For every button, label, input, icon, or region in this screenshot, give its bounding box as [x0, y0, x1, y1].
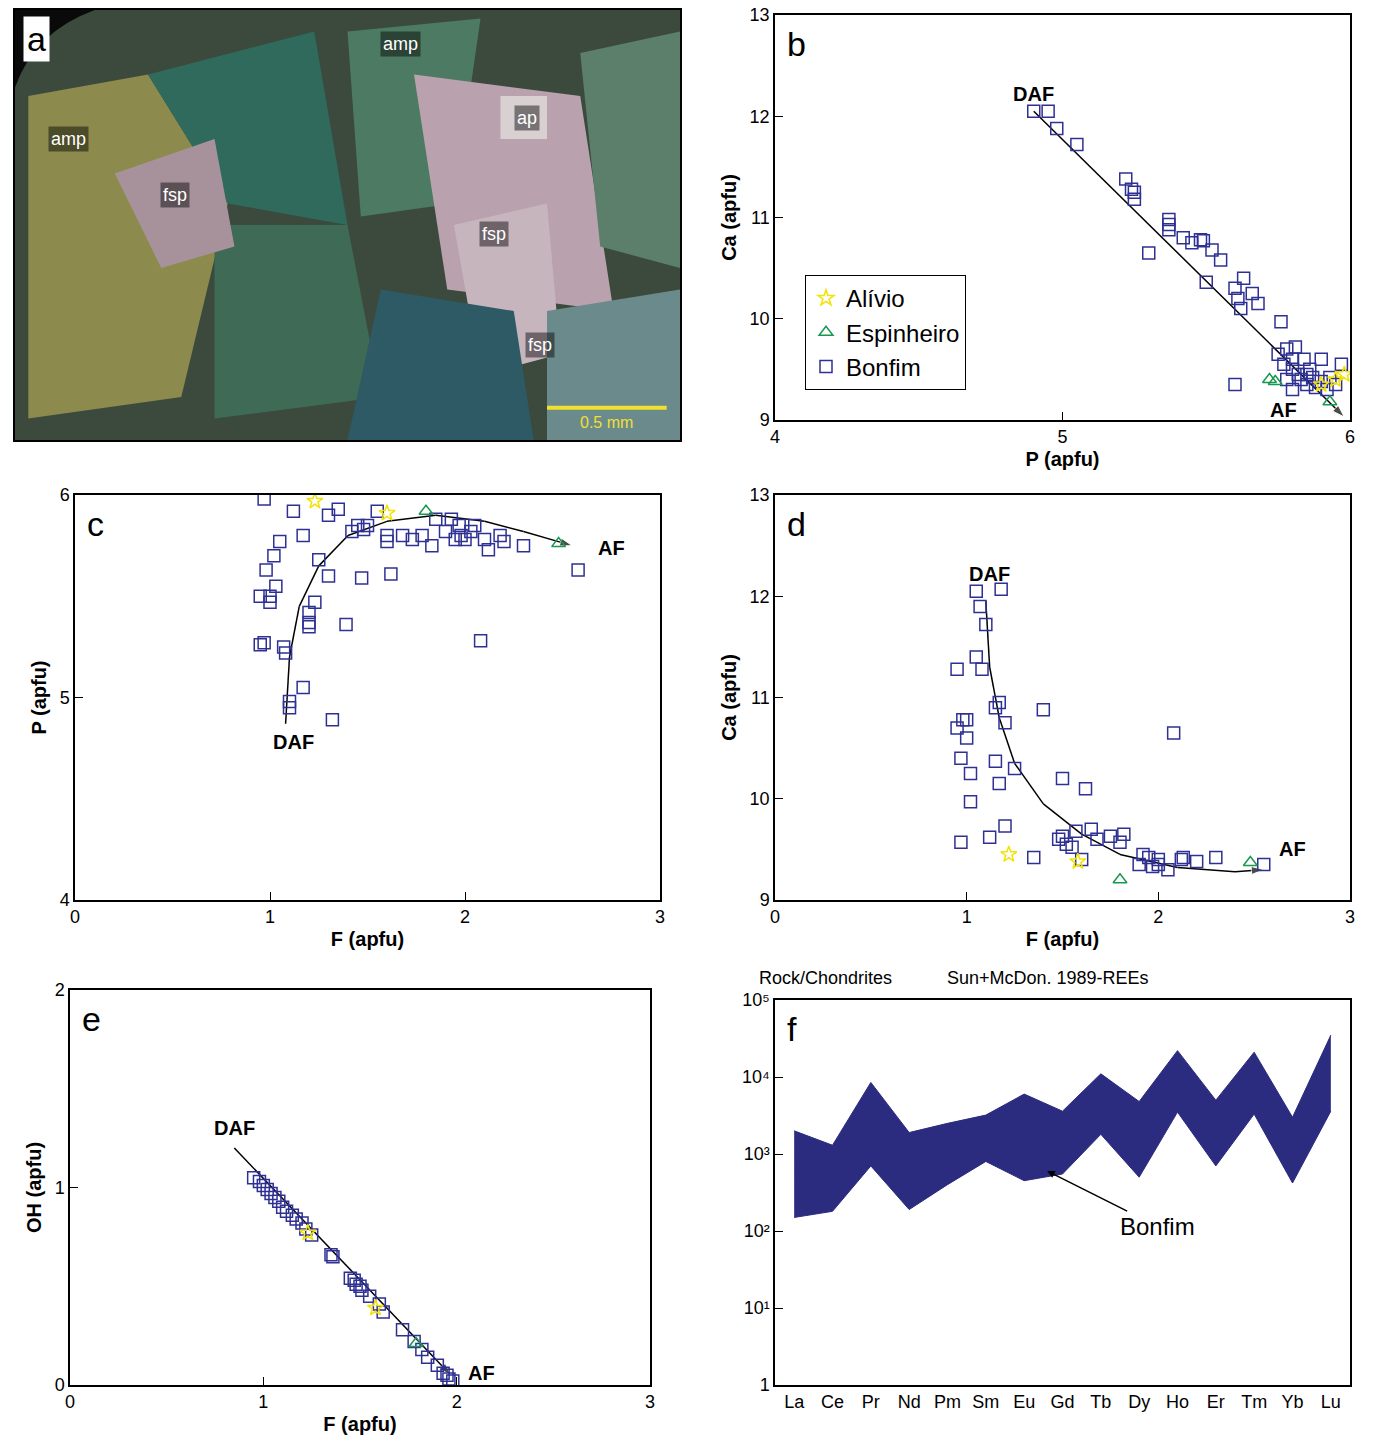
svg-text:Yb: Yb — [1281, 1392, 1303, 1412]
svg-text:fsp: fsp — [163, 185, 187, 205]
svg-text:F (apfu): F (apfu) — [331, 928, 404, 950]
svg-text:4: 4 — [60, 890, 70, 910]
svg-text:Espinheiro: Espinheiro — [846, 320, 959, 347]
svg-text:2: 2 — [55, 980, 65, 1000]
svg-text:Gd: Gd — [1050, 1392, 1074, 1412]
svg-text:b: b — [787, 25, 806, 63]
svg-text:fsp: fsp — [482, 224, 506, 244]
svg-text:fsp: fsp — [528, 335, 552, 355]
svg-text:Pm: Pm — [934, 1392, 961, 1412]
svg-text:0: 0 — [770, 907, 780, 927]
svg-text:AF: AF — [468, 1362, 495, 1384]
svg-text:P (apfu): P (apfu) — [28, 660, 50, 734]
svg-text:5: 5 — [60, 688, 70, 708]
svg-text:0: 0 — [70, 907, 80, 927]
svg-text:ap: ap — [517, 108, 537, 128]
svg-text:F (apfu): F (apfu) — [1026, 928, 1099, 950]
svg-text:Ca (apfu): Ca (apfu) — [718, 654, 740, 741]
svg-text:Nd: Nd — [898, 1392, 921, 1412]
svg-text:a: a — [27, 20, 46, 58]
svg-text:1: 1 — [962, 907, 972, 927]
svg-text:5: 5 — [1057, 427, 1067, 447]
svg-text:1: 1 — [55, 1178, 65, 1198]
svg-text:10: 10 — [750, 309, 770, 329]
svg-text:Ca (apfu): Ca (apfu) — [718, 174, 740, 261]
svg-text:6: 6 — [1345, 427, 1355, 447]
svg-text:DAF: DAF — [1013, 83, 1054, 105]
svg-text:Lu: Lu — [1321, 1392, 1341, 1412]
svg-text:AF: AF — [1270, 399, 1297, 421]
svg-text:10⁵: 10⁵ — [742, 990, 769, 1010]
svg-text:6: 6 — [60, 485, 70, 505]
svg-text:F (apfu): F (apfu) — [323, 1413, 396, 1435]
svg-text:DAF: DAF — [273, 731, 314, 753]
svg-text:Dy: Dy — [1128, 1392, 1150, 1412]
svg-text:13: 13 — [750, 5, 770, 25]
svg-text:La: La — [784, 1392, 805, 1412]
svg-text:Ce: Ce — [821, 1392, 844, 1412]
svg-text:2: 2 — [452, 1392, 462, 1412]
svg-text:10¹: 10¹ — [744, 1298, 770, 1318]
svg-text:Bonfim: Bonfim — [846, 354, 921, 381]
svg-text:d: d — [787, 505, 806, 543]
svg-text:Eu: Eu — [1013, 1392, 1035, 1412]
svg-text:10: 10 — [750, 789, 770, 809]
svg-text:0: 0 — [65, 1392, 75, 1412]
svg-text:12: 12 — [750, 107, 770, 127]
svg-text:10²: 10² — [744, 1221, 770, 1241]
svg-text:Er: Er — [1207, 1392, 1225, 1412]
svg-text:Alívio: Alívio — [846, 285, 905, 312]
svg-text:12: 12 — [750, 587, 770, 607]
svg-text:AF: AF — [598, 537, 625, 559]
svg-text:11: 11 — [751, 688, 770, 708]
svg-text:Rock/Chondrites: Rock/Chondrites — [759, 968, 892, 988]
svg-text:Bonfim: Bonfim — [1120, 1213, 1195, 1240]
svg-text:9: 9 — [760, 410, 770, 430]
svg-text:P (apfu): P (apfu) — [1025, 448, 1099, 470]
svg-text:DAF: DAF — [214, 1117, 255, 1139]
svg-text:c: c — [87, 505, 104, 543]
svg-text:AF: AF — [1279, 838, 1306, 860]
svg-text:3: 3 — [1345, 907, 1355, 927]
svg-text:Tb: Tb — [1090, 1392, 1111, 1412]
svg-text:Sun+McDon. 1989-REEs: Sun+McDon. 1989-REEs — [947, 968, 1149, 988]
svg-text:9: 9 — [760, 890, 770, 910]
svg-text:amp: amp — [51, 129, 86, 149]
svg-text:2: 2 — [1153, 907, 1163, 927]
svg-text:10³: 10³ — [744, 1144, 770, 1164]
svg-text:Sm: Sm — [972, 1392, 999, 1412]
svg-text:1: 1 — [258, 1392, 268, 1412]
svg-text:f: f — [787, 1010, 797, 1048]
svg-text:3: 3 — [655, 907, 665, 927]
svg-text:10⁴: 10⁴ — [742, 1067, 770, 1087]
svg-text:DAF: DAF — [969, 563, 1010, 585]
svg-text:e: e — [82, 1000, 101, 1038]
svg-text:13: 13 — [750, 485, 770, 505]
svg-text:11: 11 — [751, 208, 770, 228]
svg-text:4: 4 — [770, 427, 780, 447]
svg-text:Tm: Tm — [1241, 1392, 1267, 1412]
svg-text:OH (apfu): OH (apfu) — [23, 1142, 45, 1233]
svg-text:amp: amp — [383, 34, 418, 54]
svg-text:1: 1 — [760, 1375, 770, 1395]
svg-text:0.5 mm: 0.5 mm — [580, 414, 633, 431]
svg-text:3: 3 — [645, 1392, 655, 1412]
svg-text:Ho: Ho — [1166, 1392, 1189, 1412]
svg-text:0: 0 — [55, 1375, 65, 1395]
svg-text:1: 1 — [265, 907, 275, 927]
svg-text:2: 2 — [460, 907, 470, 927]
svg-text:Pr: Pr — [862, 1392, 880, 1412]
